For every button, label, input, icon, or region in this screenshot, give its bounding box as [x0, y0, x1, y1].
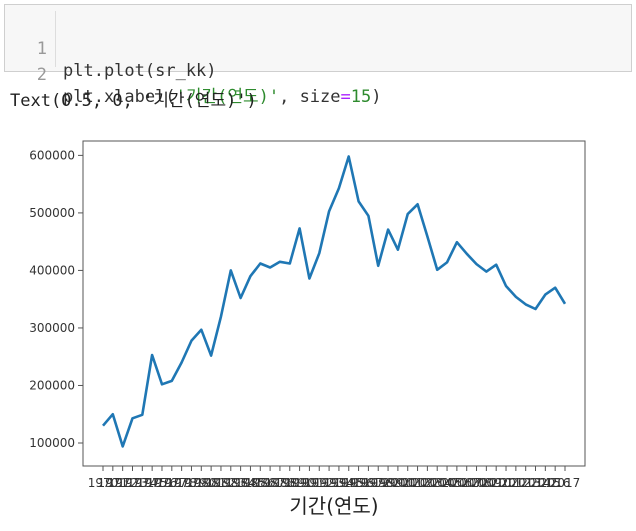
x-tick-label: 1983	[216, 476, 247, 490]
x-tick-label: 1980	[186, 476, 217, 490]
x-tick-label: 1976	[147, 476, 178, 490]
x-tick-label: 2003	[412, 476, 443, 490]
x-tick-label: 1987	[255, 476, 286, 490]
x-tick-label: 2000	[383, 476, 414, 490]
x-tick-label: 1981	[196, 476, 227, 490]
x-tick-label: 2014	[520, 476, 551, 490]
x-tick-label: 1982	[206, 476, 237, 490]
gutter-separator	[55, 11, 56, 67]
y-tick-label: 600000	[29, 148, 75, 162]
x-tick-label: 2006	[442, 476, 473, 490]
code-line-2: 2 plt.xlabel('기간(연도)', size=15)	[5, 42, 382, 107]
x-tick-label: 2008	[461, 476, 492, 490]
output-text: Text(0.5, 0, '기간(연도)')	[10, 91, 257, 111]
x-tick-label: 1971	[98, 476, 129, 490]
code-text: plt.plot(sr_kk)	[63, 61, 217, 81]
y-axis: 100000 200000 300000 400000 500000 600000	[29, 148, 83, 450]
x-tick-label: 1998	[363, 476, 394, 490]
x-tick-label: 2012	[501, 476, 532, 490]
x-tick-label: 1989	[274, 476, 305, 490]
x-tick-label: 1996	[343, 476, 374, 490]
y-tick-label: 400000	[29, 263, 75, 277]
line-chart: 100000 200000 300000 400000 500000 600000 197…	[29, 140, 586, 518]
x-tick-label: 1975	[137, 476, 168, 490]
y-tick-label: 500000	[29, 206, 75, 220]
x-tick-label: 1988	[265, 476, 296, 490]
x-tick-label: 1979	[176, 476, 207, 490]
code-text: plt.xlabel('기간(연도)', size=15)	[63, 87, 382, 107]
x-tick-label: 1978	[166, 476, 197, 490]
series-line	[102, 155, 567, 448]
x-tick-label: 1991	[294, 476, 325, 490]
x-tick-label: 2007	[451, 476, 482, 490]
x-tick-label: 1974	[127, 476, 158, 490]
x-tick-label: 2001	[392, 476, 423, 490]
x-tick-label: 1985	[235, 476, 266, 490]
x-tick-label: 1970	[88, 476, 119, 490]
y-tick-label: 300000	[29, 321, 75, 335]
code-input-cell[interactable]: 1 plt.plot(sr_kk) 2 plt.xlabel('기간(연도)',…	[4, 4, 632, 107]
x-tick-label: 1994	[324, 476, 355, 490]
x-tick-label: 1995	[333, 476, 364, 490]
x-tick-label: 1997	[353, 476, 384, 490]
x-tick-label: 2013	[510, 476, 541, 490]
x-tick-label: 1986	[245, 476, 276, 490]
x-tick-label: 2017	[550, 476, 581, 490]
x-tick-label: 2015	[530, 476, 561, 490]
code-line-1: 1 plt.plot(sr_kk)	[5, 16, 217, 81]
x-tick-label: 1990	[284, 476, 315, 490]
x-tick-label: 2005	[432, 476, 463, 490]
x-tick-label: 1999	[373, 476, 404, 490]
x-tick-label: 1992	[304, 476, 335, 490]
x-tick-label: 2002	[402, 476, 433, 490]
x-axis-label: 기간(연도)	[289, 494, 378, 518]
x-tick-label: 1993	[314, 476, 345, 490]
plot-area-frame	[82, 140, 586, 467]
line-number: 2	[36, 65, 47, 85]
x-tick-label: 1977	[157, 476, 188, 490]
x-tick-label: 2016	[540, 476, 571, 490]
x-tick-label: 2011	[491, 476, 522, 490]
x-tick-label: 1984	[225, 476, 256, 490]
x-axis: 1970197119721973197419751976197719781979…	[88, 466, 581, 490]
y-tick-label: 100000	[29, 436, 75, 450]
y-tick-label: 200000	[29, 378, 75, 392]
x-tick-label: 1972	[107, 476, 138, 490]
x-tick-label: 2009	[471, 476, 502, 490]
x-tick-label: 2010	[481, 476, 512, 490]
x-tick-label: 2004	[422, 476, 453, 490]
line-number: 1	[36, 39, 47, 59]
x-tick-label: 1973	[117, 476, 148, 490]
